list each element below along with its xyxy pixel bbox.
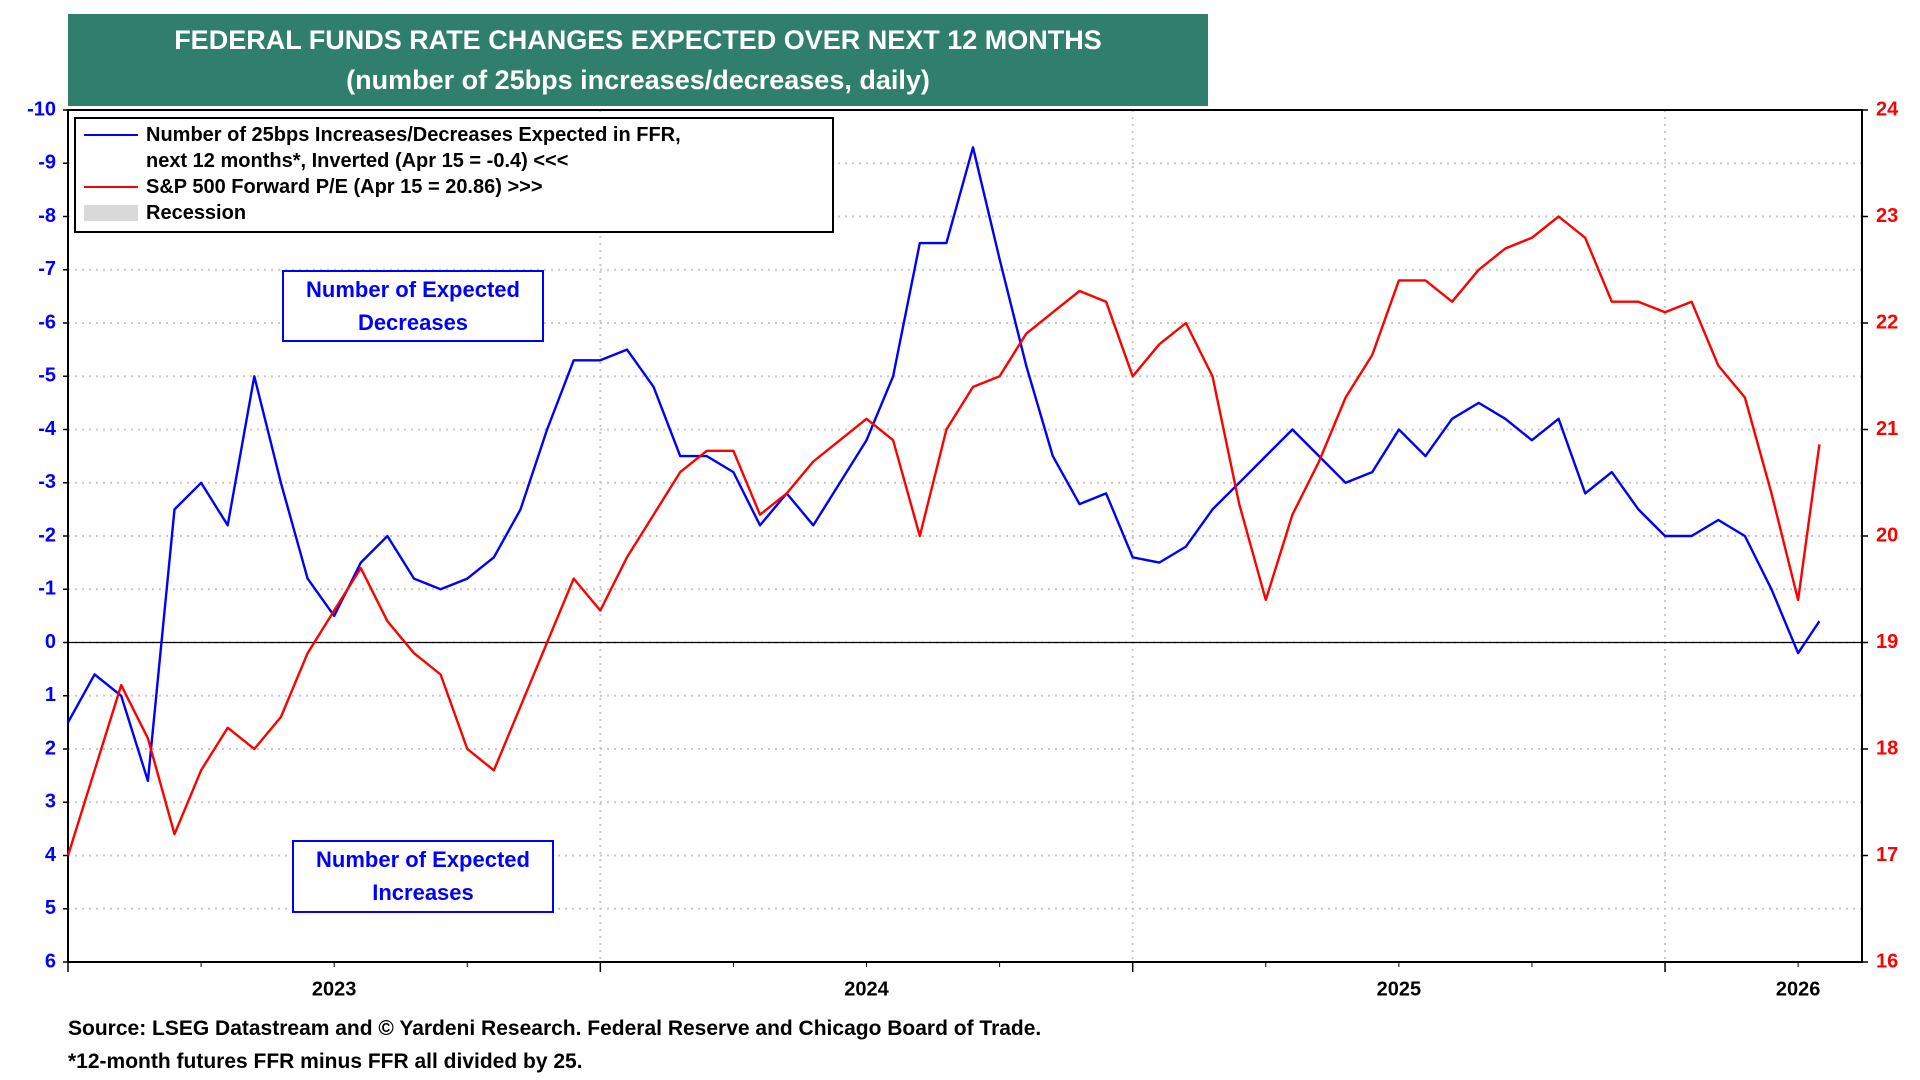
annotation: Number of Expected Increases — [292, 840, 554, 913]
series-line — [66, 146, 1821, 783]
x-tick-label: 2023 — [312, 978, 357, 1000]
y-tick-label: -2 — [38, 524, 56, 546]
legend-label: S&P 500 Forward P/E (Apr 15 = 20.86) >>> — [146, 176, 543, 198]
y-tick-label: -5 — [38, 365, 56, 387]
y2-tick-label: 23 — [1876, 205, 1898, 227]
chart-title: FEDERAL FUNDS RATE CHANGES EXPECTED OVER… — [174, 25, 1102, 55]
y2-tick-label: 21 — [1876, 418, 1898, 440]
plot-frame — [67, 109, 1863, 963]
legend-item: S&P 500 Forward P/E (Apr 15 = 20.86) >>> — [76, 174, 832, 200]
chart-subtitle: (number of 25bps increases/decreases, da… — [346, 65, 930, 95]
footnote: Source: LSEG Datastream and © Yardeni Re… — [68, 1017, 1042, 1040]
y-tick-label: 4 — [45, 844, 57, 866]
y-tick-label: -10 — [27, 98, 56, 120]
legend-swatch — [84, 134, 138, 136]
y2-tick-label: 16 — [1876, 950, 1898, 972]
title-box: FEDERAL FUNDS RATE CHANGES EXPECTED OVER… — [68, 14, 1208, 106]
x-tick-label: 2025 — [1377, 978, 1422, 1000]
legend-item: Number of 25bps Increases/Decreases Expe… — [76, 122, 832, 174]
y2-tick-label: 17 — [1876, 844, 1898, 866]
legend-label: Recession — [146, 202, 247, 224]
legend-label: Number of 25bps Increases/Decreases Expe… — [146, 124, 681, 172]
footnote: *12-month futures FFR minus FFR all divi… — [68, 1050, 583, 1073]
legend-swatch — [84, 205, 138, 221]
y-tick-label: -8 — [38, 205, 56, 227]
y-tick-label: 6 — [45, 950, 56, 972]
y2-tick-label: 24 — [1876, 98, 1899, 120]
y-tick-label: 0 — [45, 631, 56, 653]
y-tick-label: -6 — [38, 311, 56, 333]
y2-tick-label: 18 — [1876, 737, 1898, 759]
y-tick-label: -7 — [38, 258, 56, 280]
series-line — [66, 215, 1821, 856]
legend-swatch — [84, 186, 138, 188]
y2-tick-label: 19 — [1876, 631, 1898, 653]
y-tick-label: 1 — [45, 684, 56, 706]
y-tick-label: -1 — [38, 578, 56, 600]
y-tick-label: 3 — [45, 791, 56, 813]
y2-tick-label: 22 — [1876, 311, 1898, 333]
legend: Number of 25bps Increases/Decreases Expe… — [74, 117, 834, 233]
x-tick-label: 2026 — [1776, 978, 1821, 1000]
y-tick-label: -9 — [38, 152, 56, 174]
y-tick-label: 5 — [45, 897, 56, 919]
legend-item: Recession — [76, 200, 832, 226]
footnotes: Source: LSEG Datastream and © Yardeni Re… — [68, 1012, 1041, 1078]
y-tick-label: 2 — [45, 737, 56, 759]
y-tick-label: -3 — [38, 471, 56, 493]
y-tick-label: -4 — [38, 418, 57, 440]
annotation: Number of Expected Decreases — [282, 270, 544, 342]
y2-tick-label: 20 — [1876, 524, 1898, 546]
x-tick-label: 2024 — [844, 978, 889, 1000]
